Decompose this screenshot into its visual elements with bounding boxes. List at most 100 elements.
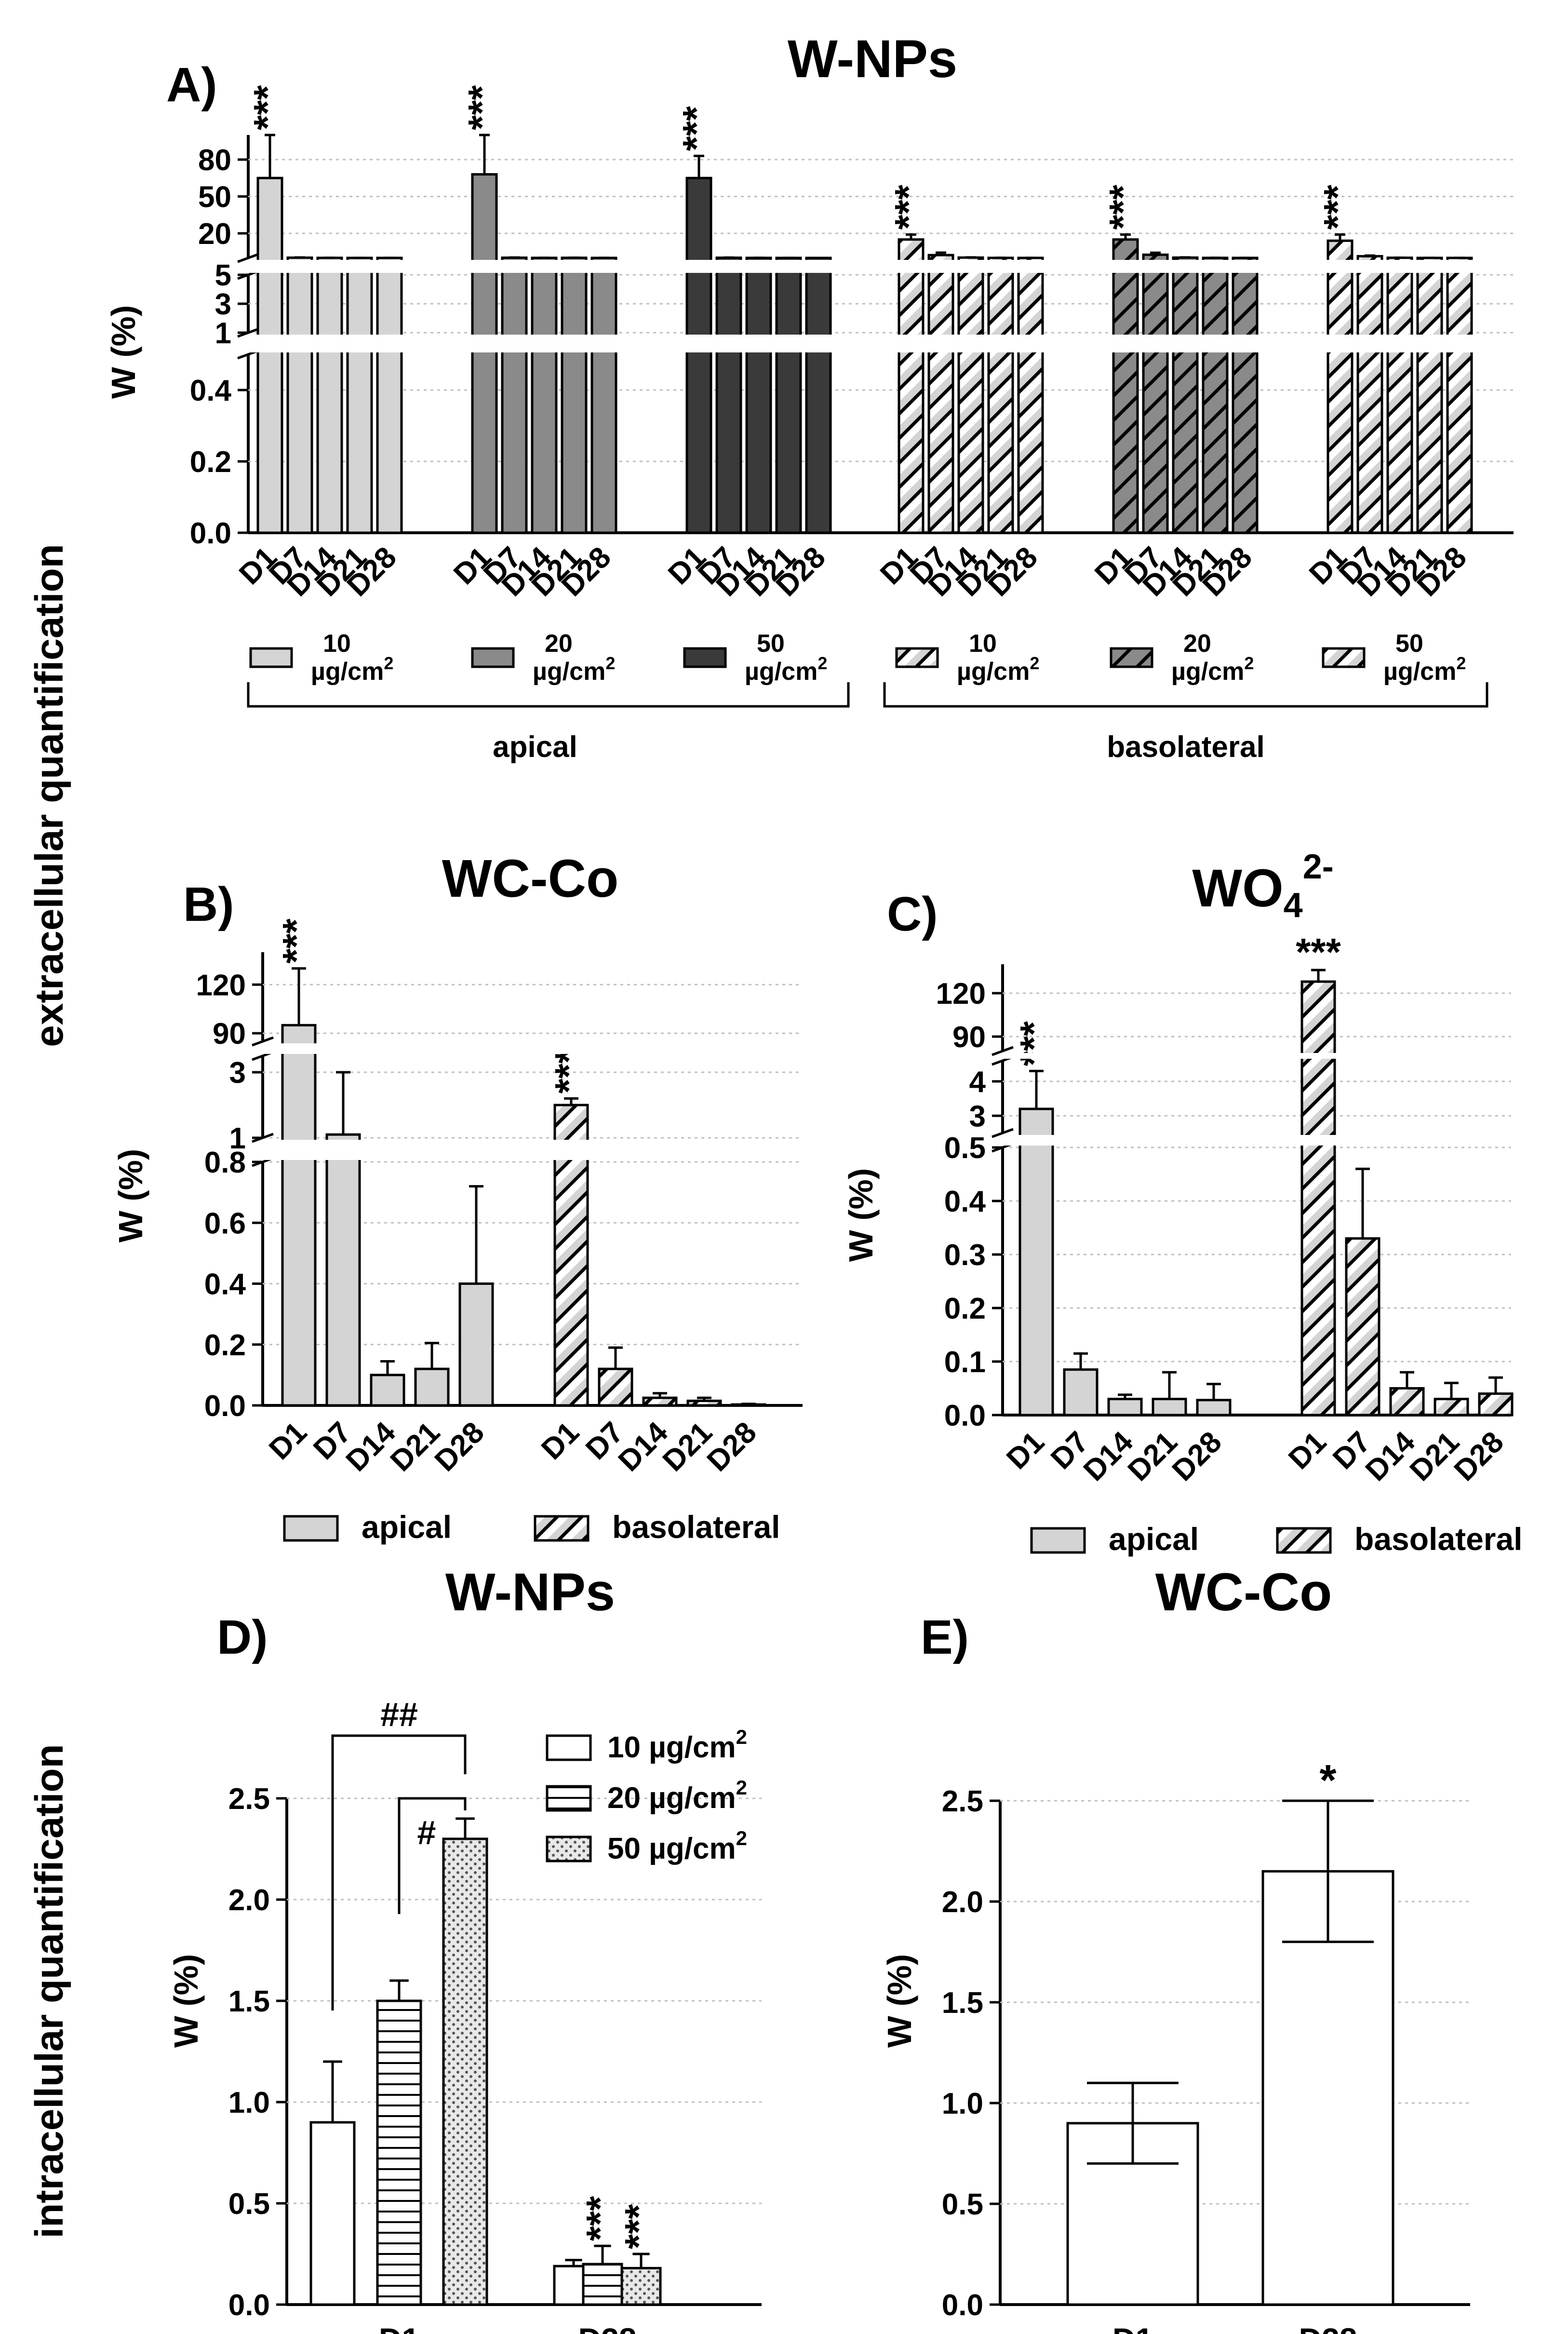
legend-label: 50 bbox=[1395, 630, 1423, 658]
y-axis-label-a: W (%) bbox=[105, 305, 142, 399]
legend-swatch bbox=[471, 647, 515, 668]
y-tick-label: 0.0 bbox=[190, 517, 231, 550]
y-tick-label: 0.6 bbox=[204, 1207, 246, 1240]
chart-c: 0.00.10.20.30.40.53490120******D1D7D14D2… bbox=[936, 931, 1523, 1557]
side-label-extracellular: extracellular quantification bbox=[27, 544, 71, 1047]
bar bbox=[325, 1133, 361, 1407]
significance-label: *** bbox=[1012, 1021, 1055, 1066]
y-tick-label: 0.0 bbox=[204, 1390, 246, 1423]
axis-break-mark bbox=[252, 1133, 274, 1143]
legend-label: basolateral bbox=[1354, 1521, 1523, 1557]
axis-break-gap bbox=[1005, 1135, 1513, 1146]
y-tick-label: 0.3 bbox=[944, 1239, 986, 1272]
bar bbox=[685, 176, 712, 534]
y-tick-label: 90 bbox=[213, 1017, 246, 1051]
bar bbox=[898, 238, 925, 534]
bracket-apical bbox=[247, 682, 850, 708]
y-tick-label: 1.0 bbox=[942, 2087, 983, 2120]
panel-label-c: C) bbox=[887, 887, 938, 941]
bar bbox=[642, 1396, 678, 1407]
chart-d: 0.00.51.01.52.02.5******D1D28###10 µg/cm… bbox=[228, 1696, 762, 2334]
side-label-intracellular: intracellular quantification bbox=[27, 1744, 71, 2238]
significance-label: *** bbox=[1316, 184, 1359, 229]
axis-break-mark bbox=[237, 327, 259, 338]
legend-swatch bbox=[546, 1835, 592, 1862]
bar bbox=[531, 256, 558, 534]
bar bbox=[805, 256, 832, 534]
bar bbox=[1356, 255, 1383, 534]
bar bbox=[376, 256, 403, 534]
bar bbox=[1202, 256, 1229, 534]
legend-superscript: 2 bbox=[1030, 653, 1039, 673]
legend-label: 10 µg/cm2 bbox=[607, 1726, 747, 1764]
axis-break-mark bbox=[237, 253, 259, 263]
legend-swatch bbox=[1110, 647, 1153, 668]
axis-break-gap bbox=[265, 1043, 804, 1054]
x-tick-label: D1 bbox=[535, 1416, 586, 1466]
legend-superscript: 2 bbox=[736, 1827, 747, 1849]
y-tick-label: 3 bbox=[215, 288, 231, 321]
y-tick-label: 3 bbox=[229, 1056, 246, 1090]
legend-swatch bbox=[895, 647, 939, 668]
bar bbox=[1107, 1398, 1143, 1417]
panel-label-a: A) bbox=[166, 58, 217, 112]
y-tick-label: 2.5 bbox=[228, 1782, 270, 1816]
legend-superscript: 2 bbox=[736, 1776, 747, 1799]
legend-swatch bbox=[283, 1515, 339, 1542]
legend-label: apical bbox=[1109, 1521, 1199, 1557]
axis-break-gap bbox=[1005, 1053, 1513, 1059]
bar bbox=[590, 256, 617, 534]
legend-swatch bbox=[546, 1785, 592, 1812]
legend-label: 50 bbox=[757, 630, 785, 658]
bracket-label-apical: apical bbox=[493, 730, 577, 764]
y-tick-label: 0.2 bbox=[944, 1292, 986, 1325]
legend-swatch bbox=[1030, 1527, 1086, 1554]
bar bbox=[1478, 1392, 1514, 1417]
legend-label: µg/cm2 bbox=[745, 653, 827, 686]
legend-superscript: 2 bbox=[1244, 653, 1254, 673]
legend-label: 10 bbox=[969, 630, 997, 658]
y-axis-label-b: W (%) bbox=[112, 1149, 149, 1242]
bar bbox=[370, 1374, 405, 1407]
legend-superscript: 2 bbox=[1456, 653, 1466, 673]
legend-label: apical bbox=[362, 1509, 452, 1545]
y-tick-label: 0.5 bbox=[942, 2188, 983, 2221]
y-tick-label: 1.5 bbox=[942, 1986, 983, 2020]
x-tick-label: D28 bbox=[1299, 2321, 1357, 2334]
bar bbox=[1327, 239, 1354, 534]
y-tick-label: 4 bbox=[969, 1066, 986, 1099]
y-tick-label: 3 bbox=[969, 1100, 986, 1133]
bar bbox=[715, 256, 742, 534]
y-tick-label: 2.0 bbox=[228, 1884, 270, 1917]
axis-break-mark bbox=[252, 1036, 274, 1047]
axis-break-gap bbox=[265, 1140, 804, 1160]
bar bbox=[414, 1367, 450, 1407]
axis-break-gap bbox=[250, 335, 1515, 352]
bar bbox=[1112, 238, 1139, 534]
group-brackets: apical basolateral bbox=[247, 682, 1488, 764]
significance-label: *** bbox=[460, 85, 503, 130]
y-tick-label: 0.4 bbox=[190, 374, 232, 407]
bar bbox=[1389, 1387, 1425, 1417]
significance-label: *** bbox=[547, 1048, 590, 1093]
y-tick-label: 2.0 bbox=[942, 1886, 983, 1919]
bar bbox=[1196, 1399, 1232, 1417]
chart-title-b: WC-Co bbox=[442, 849, 619, 908]
significance-label: *** bbox=[1296, 931, 1341, 973]
x-tick-label: D1 bbox=[1000, 1425, 1051, 1476]
bar bbox=[376, 1999, 422, 2306]
chart-title-a: W-NPs bbox=[788, 29, 957, 89]
chart-e: 0.0 0.5 1.0 1.5 2.0 2.5 * D1 D28 bbox=[942, 1756, 1470, 2334]
significance-label: *** bbox=[1101, 184, 1144, 229]
y-tick-label: 120 bbox=[936, 977, 986, 1011]
axis-break-gap bbox=[250, 260, 1515, 273]
comparison-bracket bbox=[331, 1734, 467, 2010]
bar bbox=[1386, 256, 1413, 534]
significance-label: *** bbox=[578, 2196, 621, 2241]
chart-b: 0.00.20.40.60.81390120******D1D7D14D21D2… bbox=[196, 918, 804, 1545]
legend-superscript: 2 bbox=[605, 653, 615, 673]
bar bbox=[1172, 256, 1199, 534]
y-axis-label-c: W (%) bbox=[842, 1168, 880, 1262]
